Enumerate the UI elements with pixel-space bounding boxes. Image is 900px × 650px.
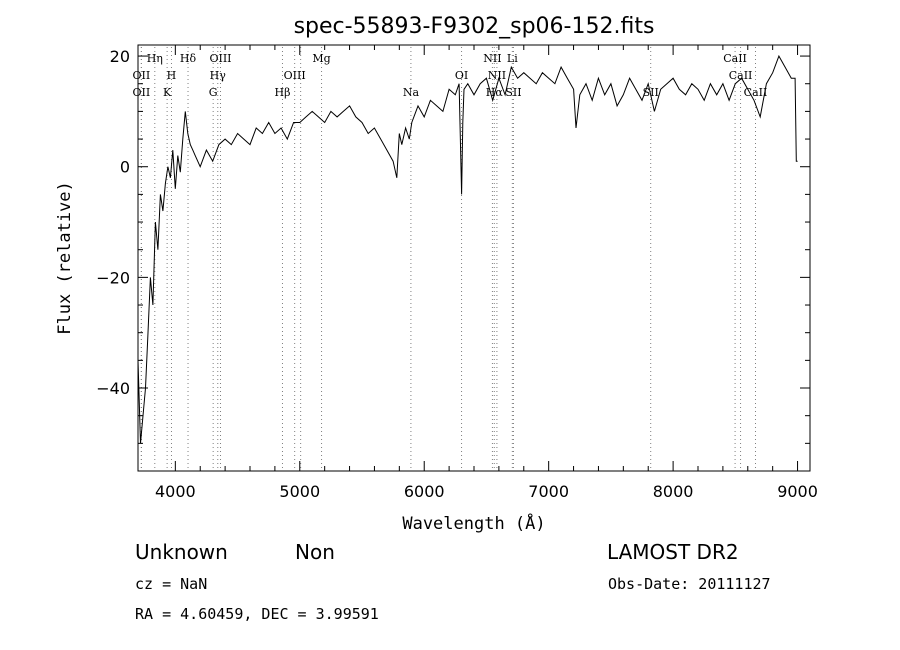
line-marker-label: NII (488, 69, 506, 82)
y-tick-label: −20 (96, 268, 130, 287)
object-class-label: Unknown (135, 540, 228, 564)
line-marker-label: H (167, 69, 177, 82)
x-tick-label: 7000 (528, 482, 569, 501)
line-marker-label: Mg (312, 52, 330, 65)
coordinates-label: RA = 4.60459, DEC = 3.99591 (135, 605, 379, 623)
x-tick-label: 9000 (777, 482, 818, 501)
y-tick-label: −40 (96, 379, 130, 398)
line-marker-label: K (163, 86, 172, 99)
line-marker-label: OIII (284, 69, 306, 82)
line-marker-label: G (209, 86, 218, 99)
line-marker-label: SII (505, 86, 521, 99)
axis-ticks: 4000 5000 6000 7000 8000 9000 −40 −20 0 20 (96, 45, 818, 501)
x-tick-label: 5000 (279, 482, 320, 501)
line-marker-label: Li (507, 52, 518, 65)
chart-title: spec-55893-F9302_sp06-152.fits (294, 14, 655, 39)
obs-date-label: Obs-Date: 20111127 (608, 575, 771, 593)
line-marker-label: Hδ (180, 52, 197, 65)
line-marker-label: CaII (723, 52, 747, 65)
x-tick-label: 8000 (653, 482, 694, 501)
y-axis-label: Flux (relative) (55, 181, 75, 335)
line-marker-label: OIII (209, 52, 231, 65)
subclass-label: Non (295, 540, 335, 564)
survey-label: LAMOST DR2 (607, 540, 739, 564)
line-marker-label: OII (133, 69, 151, 82)
line-marker-label: Hη (147, 52, 163, 65)
y-tick-label: 20 (110, 47, 130, 66)
line-marker-label: NII (483, 52, 501, 65)
line-marker-layer (140, 47, 756, 471)
y-tick-label: 0 (120, 158, 130, 177)
line-marker-label: CaII (744, 86, 768, 99)
line-marker-label: OI (455, 69, 468, 82)
line-marker-label: Hβ (275, 86, 291, 99)
cz-label: cz = NaN (135, 575, 208, 593)
annotation-layer: OIIOIIHηKHHδGHγOIIIHβOIIIMgNaOINIIHαNIIL… (133, 52, 768, 99)
x-tick-label: 6000 (404, 482, 445, 501)
line-marker-label: Na (403, 86, 420, 99)
line-marker-label: Hγ (210, 69, 227, 82)
plot-frame (137, 44, 811, 472)
x-tick-label: 4000 (155, 482, 196, 501)
line-marker-label: CaII (729, 69, 753, 82)
x-axis-label: Wavelength (Å) (402, 512, 545, 534)
spectrum-line (137, 54, 798, 444)
line-marker-label: OII (133, 86, 151, 99)
